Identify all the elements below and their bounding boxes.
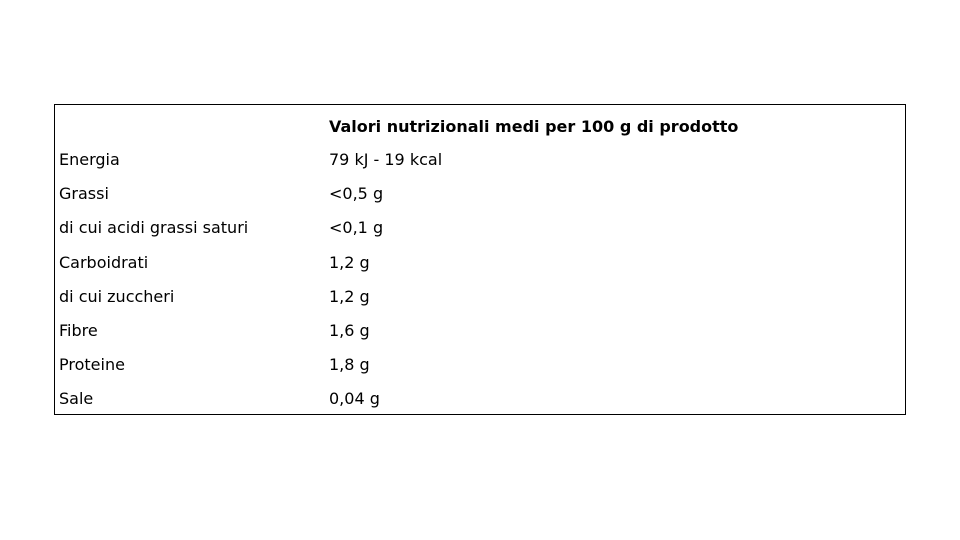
nutrition-table: Valori nutrizionali medi per 100 g di pr…: [54, 104, 906, 415]
nutrient-value: 0,04 g: [329, 389, 380, 409]
nutrient-value: 1,6 g: [329, 321, 370, 340]
nutrient-value: 1,8 g: [329, 355, 370, 375]
nutrient-name: Carboidrati: [59, 252, 149, 272]
nutrient-name: di cui zuccheri: [59, 286, 175, 306]
nutrient-value: <0,5 g: [329, 184, 384, 204]
table-header: Valori nutrizionali medi per 100 g di pr…: [329, 117, 739, 136]
nutrient-value: <0,1 g: [329, 218, 384, 238]
nutrient-value: 79 kJ - 19 kcal: [329, 150, 443, 169]
nutrient-name: Energia: [59, 150, 120, 169]
nutrient-name: di cui acidi grassi saturi: [59, 218, 249, 238]
nutrient-name: Fibre: [59, 321, 98, 340]
nutrient-name: Sale: [59, 389, 94, 409]
nutrient-name: Grassi: [59, 184, 109, 204]
nutrient-name: Proteine: [59, 355, 125, 375]
nutrient-value: 1,2 g: [329, 286, 370, 306]
nutrient-value: 1,2 g: [329, 252, 370, 272]
